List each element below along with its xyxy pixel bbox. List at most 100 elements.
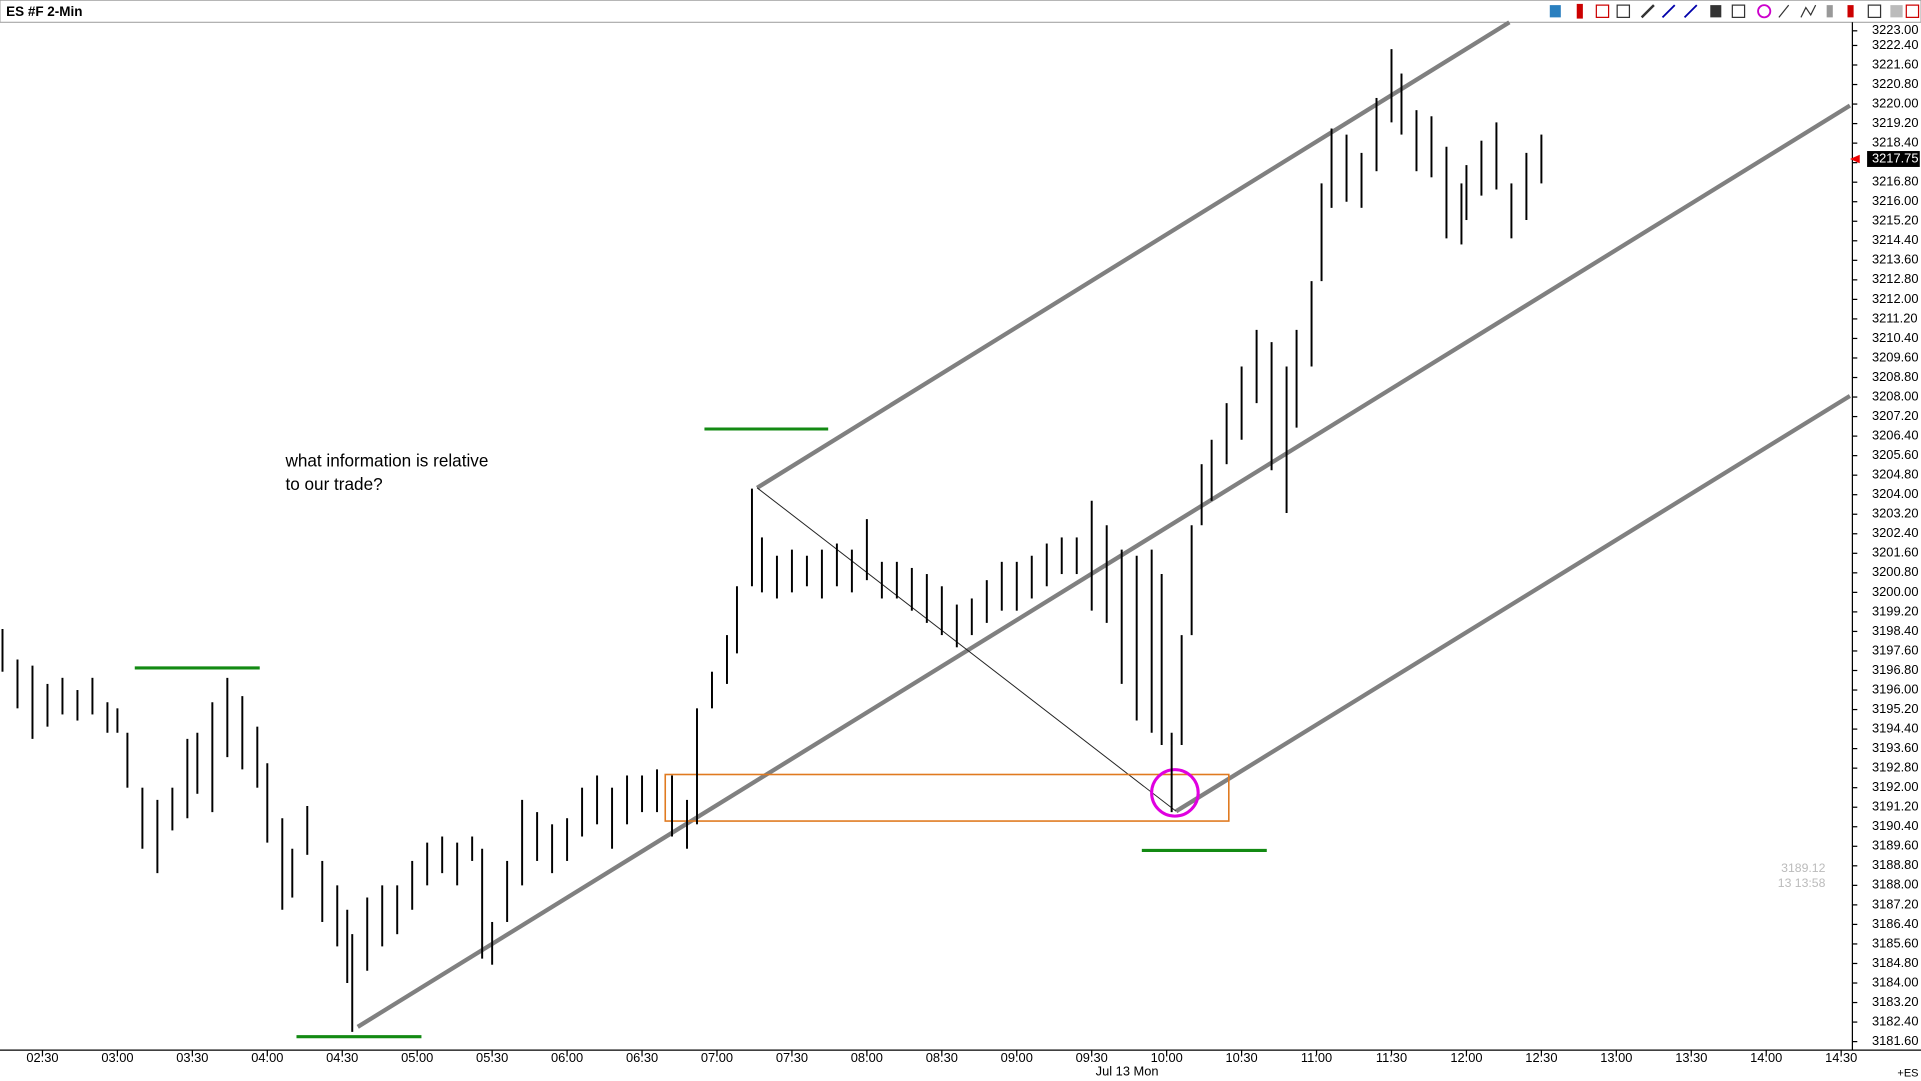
y-tick-label: 3207.20: [1872, 408, 1918, 423]
y-tick-label: 3190.40: [1872, 818, 1918, 833]
toolbar-icon[interactable]: [1867, 4, 1882, 18]
toolbar-icon[interactable]: [1731, 4, 1746, 18]
toolbar-icon[interactable]: [1710, 5, 1722, 18]
y-tick-label: 3194.40: [1872, 720, 1918, 735]
x-tick-label: 13:00: [1600, 1050, 1632, 1065]
toolbar-icon[interactable]: [1890, 5, 1903, 18]
last-price-label: 3217.75: [1872, 150, 1918, 165]
y-tick-label: 3222.40: [1872, 37, 1918, 52]
y-tick-label: 3215.20: [1872, 213, 1918, 228]
channel-line: [356, 103, 1852, 1029]
y-tick-label: 3184.00: [1872, 974, 1918, 989]
y-tick-label: 3188.80: [1872, 857, 1918, 872]
y-tick-label: 3198.40: [1872, 623, 1918, 638]
x-tick-label: 12:00: [1450, 1050, 1482, 1065]
highlight-circle: [1150, 768, 1200, 818]
y-tick-label: 3192.80: [1872, 760, 1918, 775]
toolbar-icon[interactable]: [1595, 4, 1610, 18]
y-tick-label: 3206.40: [1872, 428, 1918, 443]
y-tick-label: 3184.80: [1872, 955, 1918, 970]
y-tick-label: 3212.00: [1872, 291, 1918, 306]
last-price-arrow: [1849, 154, 1860, 164]
x-tick-label: 08:00: [851, 1050, 883, 1065]
y-tick-label: 3214.40: [1872, 232, 1918, 247]
x-tick-label: 07:30: [776, 1050, 808, 1065]
y-tick-label: 3196.80: [1872, 662, 1918, 677]
y-tick-label: 3192.00: [1872, 779, 1918, 794]
y-tick-label: 3200.80: [1872, 564, 1918, 579]
x-tick-label: 03:00: [101, 1050, 133, 1065]
y-tick-label: 3219.20: [1872, 115, 1918, 130]
toolbar-icon[interactable]: [1905, 4, 1920, 18]
x-tick-label: 04:00: [251, 1050, 283, 1065]
x-tick-label: 07:00: [701, 1050, 733, 1065]
y-tick-label: 3211.20: [1872, 310, 1918, 325]
x-tick-label: 06:00: [551, 1050, 583, 1065]
x-tick-label: 11:00: [1301, 1050, 1332, 1065]
y-tick-label: 3196.00: [1872, 681, 1918, 696]
toolbar-icon[interactable]: [1549, 5, 1561, 18]
y-tick-label: 3188.00: [1872, 877, 1918, 892]
y-tick-label: 3205.60: [1872, 447, 1918, 462]
y-tick-label: 3197.60: [1872, 642, 1918, 657]
x-tick-label: 09:30: [1076, 1050, 1108, 1065]
y-tick-label: 3213.60: [1872, 252, 1918, 267]
channel-line: [1174, 394, 1852, 814]
toolbar-icon[interactable]: [1576, 3, 1583, 19]
y-tick-label: 3193.60: [1872, 740, 1918, 755]
trend-line: [756, 487, 1177, 812]
toolbar-icon[interactable]: [1661, 4, 1676, 19]
y-tick-label: 3203.20: [1872, 506, 1918, 521]
symbol-tag: +ES: [1897, 1067, 1918, 1079]
y-tick-label: 3218.40: [1872, 135, 1918, 150]
x-tick-label: 08:30: [926, 1050, 958, 1065]
toolbar-icon[interactable]: [1778, 4, 1790, 18]
y-tick-label: 3208.80: [1872, 369, 1918, 384]
y-tick-label: 3201.60: [1872, 545, 1918, 560]
y-tick-label: 3210.40: [1872, 330, 1918, 345]
drawings: [134, 20, 1852, 1039]
y-tick-label: 3187.20: [1872, 896, 1918, 911]
zone-box: [664, 773, 1230, 822]
toolbar-icon[interactable]: [1826, 5, 1833, 18]
x-tick-label: 04:30: [326, 1050, 358, 1065]
x-tick-label: 10:30: [1226, 1050, 1258, 1065]
y-tick-label: 3182.40: [1872, 1013, 1918, 1028]
y-tick-label: 3195.20: [1872, 701, 1918, 716]
toolbar-icon[interactable]: [1757, 4, 1772, 19]
y-tick-label: 3204.00: [1872, 486, 1918, 501]
y-tick-label: 3220.00: [1872, 95, 1918, 110]
toolbar-icon[interactable]: [1800, 4, 1817, 18]
y-tick-label: 3199.20: [1872, 603, 1918, 618]
x-tick-label: 11:30: [1376, 1050, 1407, 1065]
y-tick-label: 3208.00: [1872, 388, 1918, 403]
x-tick-label: 05:30: [476, 1050, 508, 1065]
toolbar-icon[interactable]: [1640, 4, 1655, 19]
y-tick-label: 3212.80: [1872, 271, 1918, 286]
channel-line: [756, 20, 1511, 490]
y-tick-label: 3191.20: [1872, 799, 1918, 814]
y-tick-label: 3221.60: [1872, 56, 1918, 71]
x-tick-label: 12:30: [1525, 1050, 1557, 1065]
date-label: Jul 13 Mon: [1096, 1064, 1159, 1079]
y-tick-label: 3223.00: [1872, 22, 1918, 37]
cursor-price: 3189.12: [1781, 861, 1825, 875]
x-tick-label: 02:30: [26, 1050, 58, 1065]
chart-title: ES #F 2-Min: [6, 4, 82, 19]
y-tick-label: 3186.40: [1872, 916, 1918, 931]
x-tick-label: 10:00: [1151, 1050, 1183, 1065]
y-tick-label: 3216.00: [1872, 193, 1918, 208]
toolbar-icon[interactable]: [1683, 4, 1698, 19]
toolbar-icon[interactable]: [1847, 5, 1854, 18]
y-tick-label: 3189.60: [1872, 838, 1918, 853]
toolbar-icon[interactable]: [1616, 4, 1631, 18]
annotation: to our trade?: [285, 474, 382, 494]
y-tick-label: 3183.20: [1872, 994, 1918, 1009]
y-tick-label: 3209.60: [1872, 349, 1918, 364]
annotation: what information is relative: [284, 451, 488, 471]
x-tick-label: 09:00: [1001, 1050, 1033, 1065]
toolbar: [1549, 3, 1920, 19]
cursor-time: 13 13:58: [1778, 876, 1826, 890]
